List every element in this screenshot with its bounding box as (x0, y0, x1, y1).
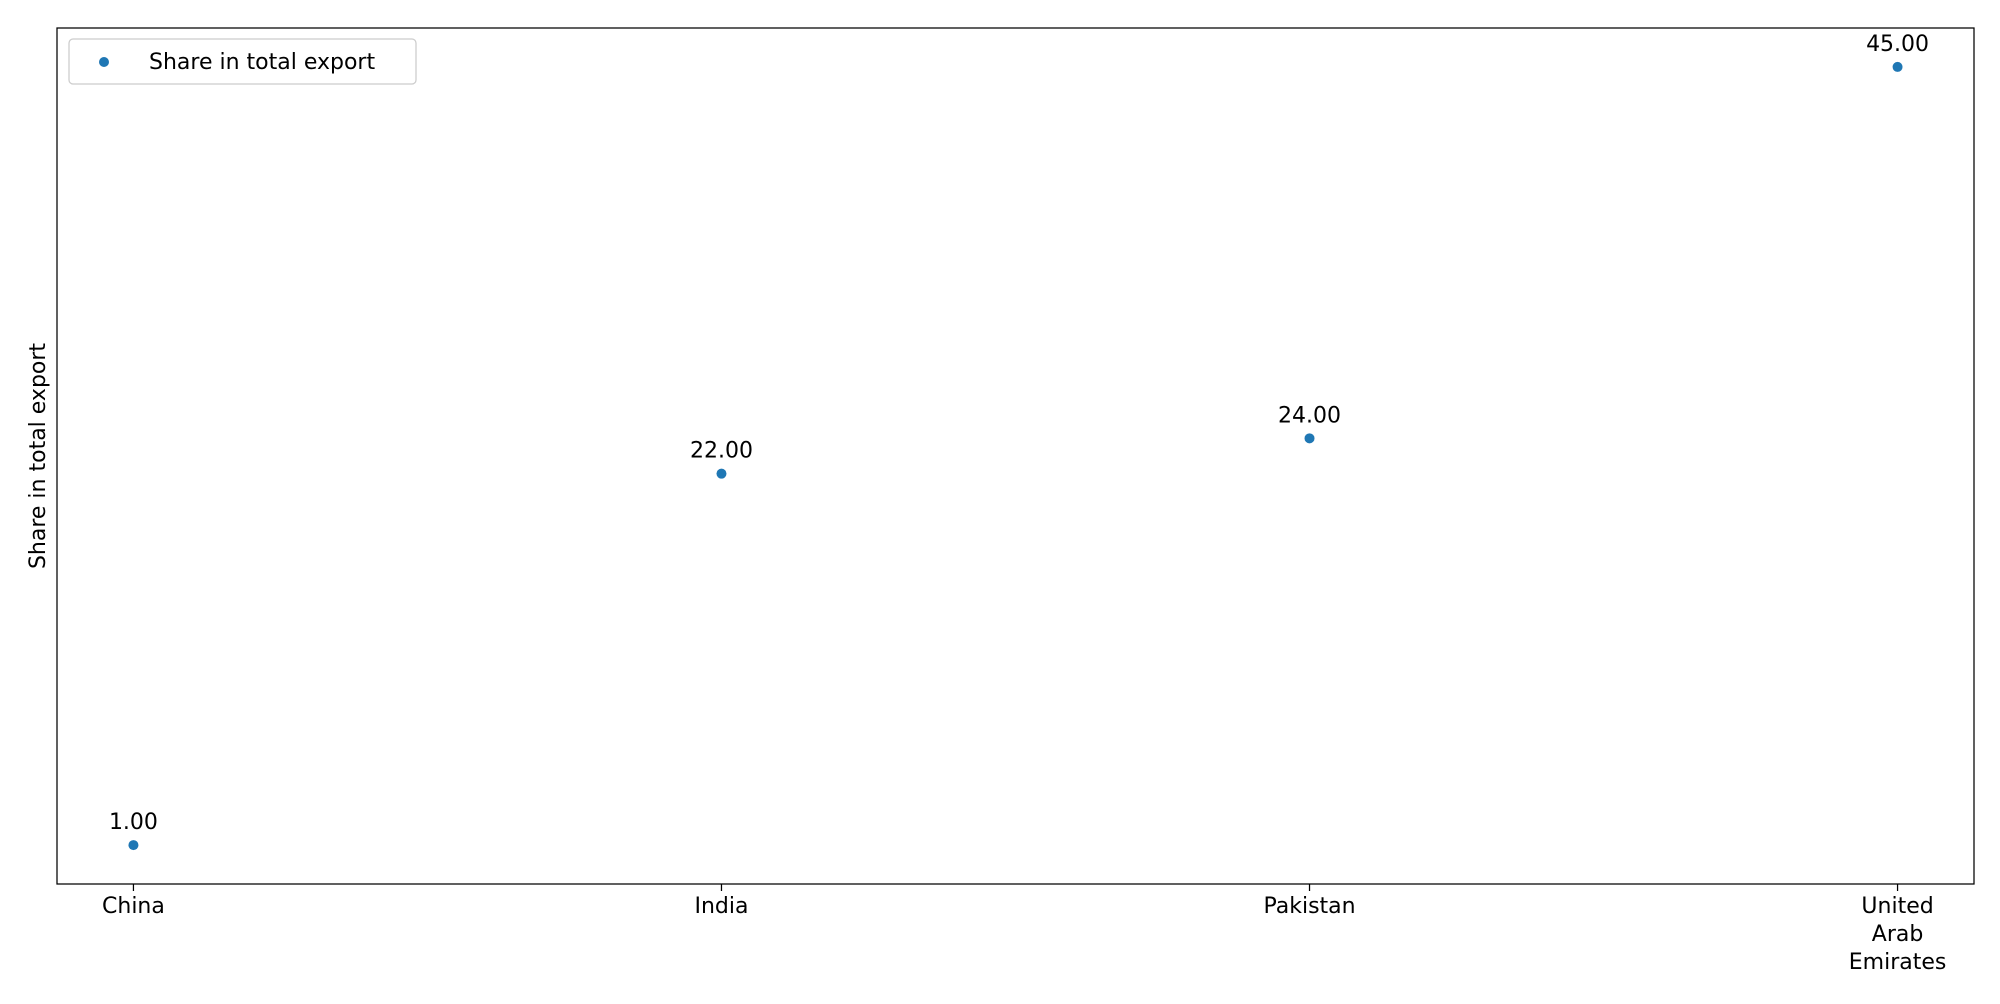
data-labels: 1.00 22.00 24.00 45.00 (109, 32, 1929, 835)
data-point (128, 840, 139, 851)
legend: Share in total export (68, 38, 417, 85)
data-point (716, 468, 727, 479)
data-label: 1.00 (109, 810, 158, 835)
x-tick-label: Pakistan (1263, 894, 1355, 919)
data-point (1892, 61, 1903, 72)
legend-marker (99, 57, 109, 67)
data-label: 22.00 (690, 439, 753, 464)
data-label: 24.00 (1278, 403, 1341, 428)
x-tick-label: India (694, 894, 748, 919)
x-tick-label: China (102, 894, 165, 919)
plot-area (56, 27, 1975, 885)
y-axis-label: Share in total export (26, 343, 51, 569)
data-points (128, 61, 1903, 851)
x-axis-ticks: China India Pakistan United Arab Emirates (102, 884, 1946, 975)
data-label: 45.00 (1866, 32, 1929, 57)
data-point (1304, 433, 1315, 444)
x-tick-label: United Arab Emirates (1849, 894, 1947, 975)
legend-box (68, 38, 417, 85)
legend-label: Share in total export (149, 50, 375, 75)
